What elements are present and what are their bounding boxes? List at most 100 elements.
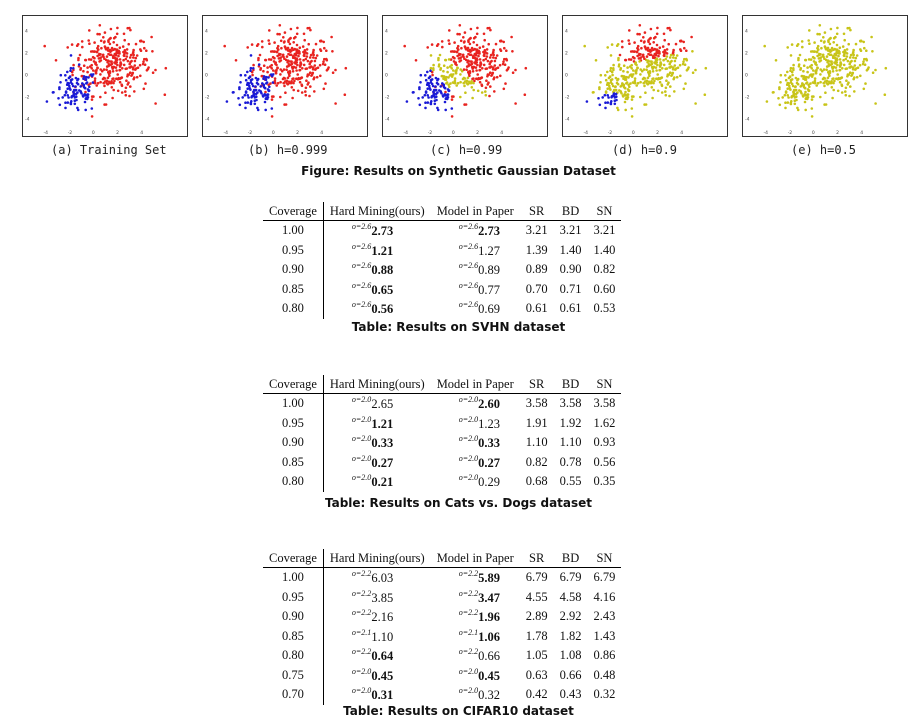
scatter-point <box>313 90 316 93</box>
omega-superscript: o=2.2 <box>351 608 372 618</box>
hard-mining-header: Hard Mining(ours) <box>323 375 431 394</box>
cell-value: 1.96 <box>478 610 500 625</box>
scatter-point <box>656 26 659 30</box>
scatter-point <box>462 36 465 39</box>
scatter-point <box>256 106 259 110</box>
sr-cell: 4.55 <box>525 589 548 604</box>
scatter-point <box>146 67 150 71</box>
scatter-point <box>802 77 805 80</box>
scatter-point <box>84 78 88 82</box>
scatter-point <box>76 82 80 86</box>
scatter-point <box>631 55 635 59</box>
scatter-point <box>319 39 322 43</box>
scatter-point <box>796 43 800 46</box>
scatter-point <box>469 81 473 85</box>
scatter-point <box>514 68 517 72</box>
scatter-point <box>283 40 286 43</box>
coverage-cell: 0.95 <box>263 240 324 260</box>
scatter-point <box>71 84 75 88</box>
scatter-point <box>619 67 623 70</box>
sn-cell: 0.48 <box>593 667 616 682</box>
scatter-point <box>467 40 470 43</box>
scatter-point <box>829 27 833 31</box>
scatter-point <box>606 81 609 85</box>
y-tick-label: 4 <box>205 28 208 34</box>
scatter-point <box>794 76 798 80</box>
scatter-point <box>643 77 647 80</box>
scatter-point <box>259 85 262 88</box>
scatter-point <box>105 47 109 51</box>
scatter-point <box>298 68 302 72</box>
scatter-point <box>299 62 303 66</box>
table-row: 0.80 o=2.60.56 o=2.60.69 0.61 0.61 0.53 <box>263 299 621 319</box>
scatter-point <box>472 65 476 69</box>
scatter-point <box>793 102 797 106</box>
scatter-point <box>238 103 242 107</box>
scatter-point <box>448 42 451 45</box>
panel-label-d: (d) h=0.9 <box>612 143 678 157</box>
scatter-point <box>64 78 68 82</box>
scatter-point <box>124 90 127 93</box>
scatter-point <box>112 65 116 69</box>
scatter-point <box>270 115 274 118</box>
scatter-point <box>825 68 828 71</box>
scatter-point <box>640 46 643 50</box>
scatter-point <box>625 82 628 85</box>
scatter-point <box>96 44 100 48</box>
scatter-point <box>845 79 848 82</box>
cell-value: 3.47 <box>478 590 500 605</box>
scatter-point <box>269 58 273 61</box>
scatter-point <box>91 50 94 53</box>
sn-cell: 2.43 <box>593 609 616 624</box>
hard-mining-cell: o=2.00.33 <box>323 433 430 453</box>
scatter-point <box>434 92 438 96</box>
scatter-point <box>630 74 634 78</box>
scatter-point <box>424 74 427 77</box>
scatter-point <box>88 29 91 32</box>
scatter-point <box>819 73 822 76</box>
scatter-point <box>784 74 787 77</box>
scatter-point <box>455 69 458 73</box>
sn-cell: 0.82 <box>593 262 616 277</box>
scatter-point <box>300 83 303 86</box>
scatter-point <box>485 52 489 55</box>
sr-header: SR <box>519 375 554 394</box>
scatter-point <box>124 93 128 97</box>
scatter-point <box>432 94 436 97</box>
scatter-point <box>99 53 102 56</box>
scatter-point <box>116 63 119 67</box>
scatter-point <box>73 102 77 106</box>
omega-superscript: o=2.6 <box>458 280 479 290</box>
hard-mining-cell: o=2.60.88 <box>323 260 430 280</box>
scatter-point <box>609 66 613 70</box>
cell-value: 1.10 <box>371 629 394 644</box>
scatter-point <box>604 101 607 104</box>
scatter-point <box>656 73 659 76</box>
scatter-point <box>662 54 666 57</box>
scatter-point <box>841 67 844 70</box>
sn-cell: 1.43 <box>593 628 616 643</box>
scatter-point <box>463 84 466 88</box>
scatter-point <box>287 80 291 84</box>
scatter-point <box>865 49 868 52</box>
scatter-point <box>45 100 49 103</box>
scatter-point <box>683 46 686 50</box>
scatter-point <box>244 90 248 93</box>
scatter-point <box>830 46 834 50</box>
scatter-point <box>798 89 801 92</box>
scatter-point <box>76 43 80 46</box>
scatter-point <box>658 58 662 61</box>
scatter-point <box>69 102 73 106</box>
scatter-point <box>771 91 775 94</box>
scatter-point <box>623 86 627 90</box>
y-tick-label: -4 <box>745 117 750 123</box>
scatter-point <box>778 103 782 107</box>
coverage-cell: 0.70 <box>263 685 324 705</box>
table-row: 0.80 o=2.00.21 o=2.00.29 0.68 0.55 0.35 <box>263 472 621 492</box>
scatter-point <box>852 56 855 59</box>
scatter-point <box>150 35 153 39</box>
scatter-point <box>118 80 122 84</box>
scatter-point <box>120 91 124 94</box>
scatter-point <box>472 81 475 85</box>
bd-cell: 1.40 <box>559 242 582 257</box>
